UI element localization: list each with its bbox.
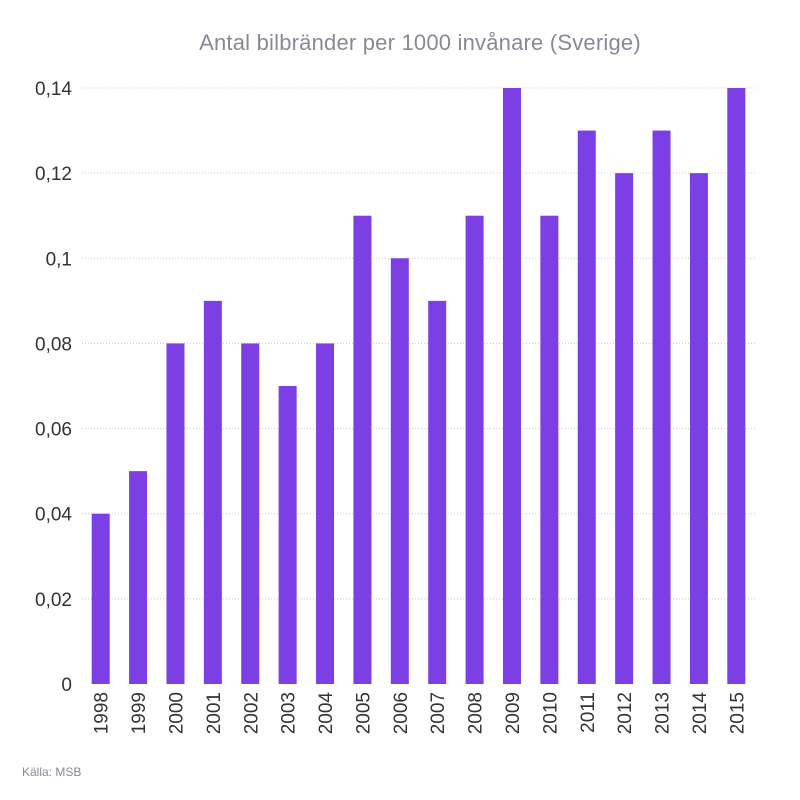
bar-2011 — [577, 130, 596, 685]
x-tick-label: 2002 — [241, 692, 262, 734]
bar-2004 — [316, 343, 335, 684]
bar-2013 — [652, 130, 671, 685]
bar-2014 — [689, 173, 708, 684]
bar-2015 — [727, 88, 746, 684]
x-tick-label: 2013 — [653, 692, 674, 734]
y-tick-label: 0,04 — [35, 505, 72, 526]
x-tick-label: 2001 — [204, 692, 225, 734]
x-tick-label: 2008 — [466, 692, 487, 734]
source-note: Källa: MSB — [22, 765, 82, 779]
y-tick-label: 0,02 — [35, 590, 72, 611]
x-axis-ticks: 1998 1999 2000 2001 2002 2003 2004 2005 2006 2007… — [92, 692, 749, 735]
bar-2002 — [241, 343, 260, 684]
bar-2000 — [166, 343, 185, 684]
x-tick-label: 2007 — [428, 692, 449, 734]
x-tick-label: 2011 — [578, 692, 599, 733]
y-tick-label: 0,08 — [35, 334, 72, 355]
x-tick-label: 2009 — [503, 692, 524, 734]
y-tick-label: 0,06 — [35, 420, 72, 441]
chart-title: Antal bilbränder per 1000 invånare (Sver… — [199, 30, 641, 55]
x-tick-label: 2012 — [615, 692, 636, 734]
bar-2012 — [615, 173, 634, 684]
x-tick-label: 2006 — [391, 692, 412, 734]
bar-2006 — [390, 258, 409, 684]
x-tick-label: 1999 — [129, 692, 150, 734]
x-tick-label: 1998 — [92, 692, 113, 734]
y-axis-ticks: 0 0,02 0,04 0,06 0,08 0,1 0,12 0,14 — [35, 79, 72, 696]
x-tick-label: 2014 — [690, 692, 711, 735]
x-tick-label: 2010 — [540, 692, 561, 734]
x-tick-label: 2004 — [316, 692, 337, 735]
x-tick-label: 2003 — [279, 692, 300, 734]
y-tick-label: 0,12 — [35, 164, 72, 185]
y-tick-label: 0 — [61, 675, 72, 696]
x-tick-label: 2005 — [353, 692, 374, 734]
x-tick-label: 2000 — [166, 692, 187, 734]
bar-2005 — [353, 215, 372, 684]
y-tick-label: 0,14 — [35, 79, 72, 100]
bar-2001 — [203, 300, 222, 684]
bar-2007 — [428, 300, 447, 684]
bar-1998 — [91, 513, 110, 684]
bars — [91, 88, 746, 685]
x-tick-label: 2015 — [727, 692, 748, 734]
bar-1999 — [129, 471, 148, 684]
bar-2009 — [502, 88, 521, 684]
bar-2008 — [465, 215, 484, 684]
bar-2010 — [540, 215, 559, 684]
grid-layer — [82, 87, 755, 600]
y-tick-label: 0,1 — [46, 249, 72, 270]
bar-2003 — [278, 386, 297, 684]
